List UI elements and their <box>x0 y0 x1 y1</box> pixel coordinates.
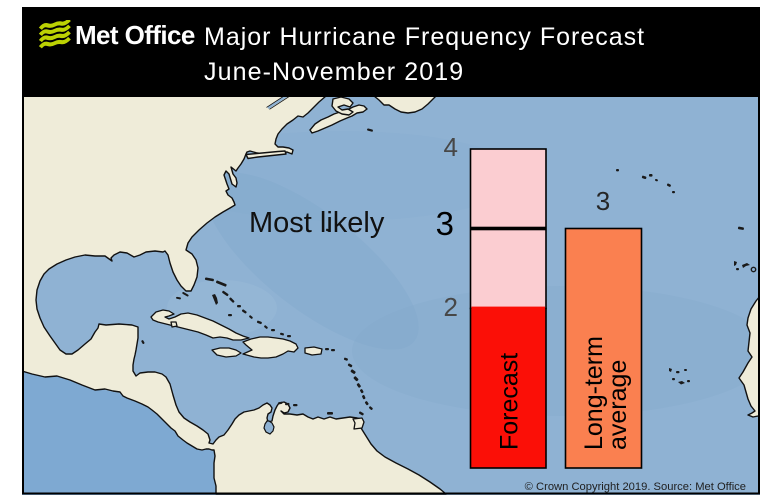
svg-text:3: 3 <box>436 205 454 242</box>
svg-text:average: average <box>604 360 632 450</box>
svg-text:Forecast: Forecast <box>496 353 524 450</box>
svg-text:4: 4 <box>444 132 458 162</box>
svg-text:Long-term: Long-term <box>580 336 608 450</box>
svg-text:2: 2 <box>444 292 458 322</box>
svg-text:© Crown Copyright 2019. Source: © Crown Copyright 2019. Source: Met Offi… <box>525 481 746 493</box>
svg-text:Most likely: Most likely <box>249 207 385 239</box>
svg-text:3: 3 <box>596 186 610 216</box>
